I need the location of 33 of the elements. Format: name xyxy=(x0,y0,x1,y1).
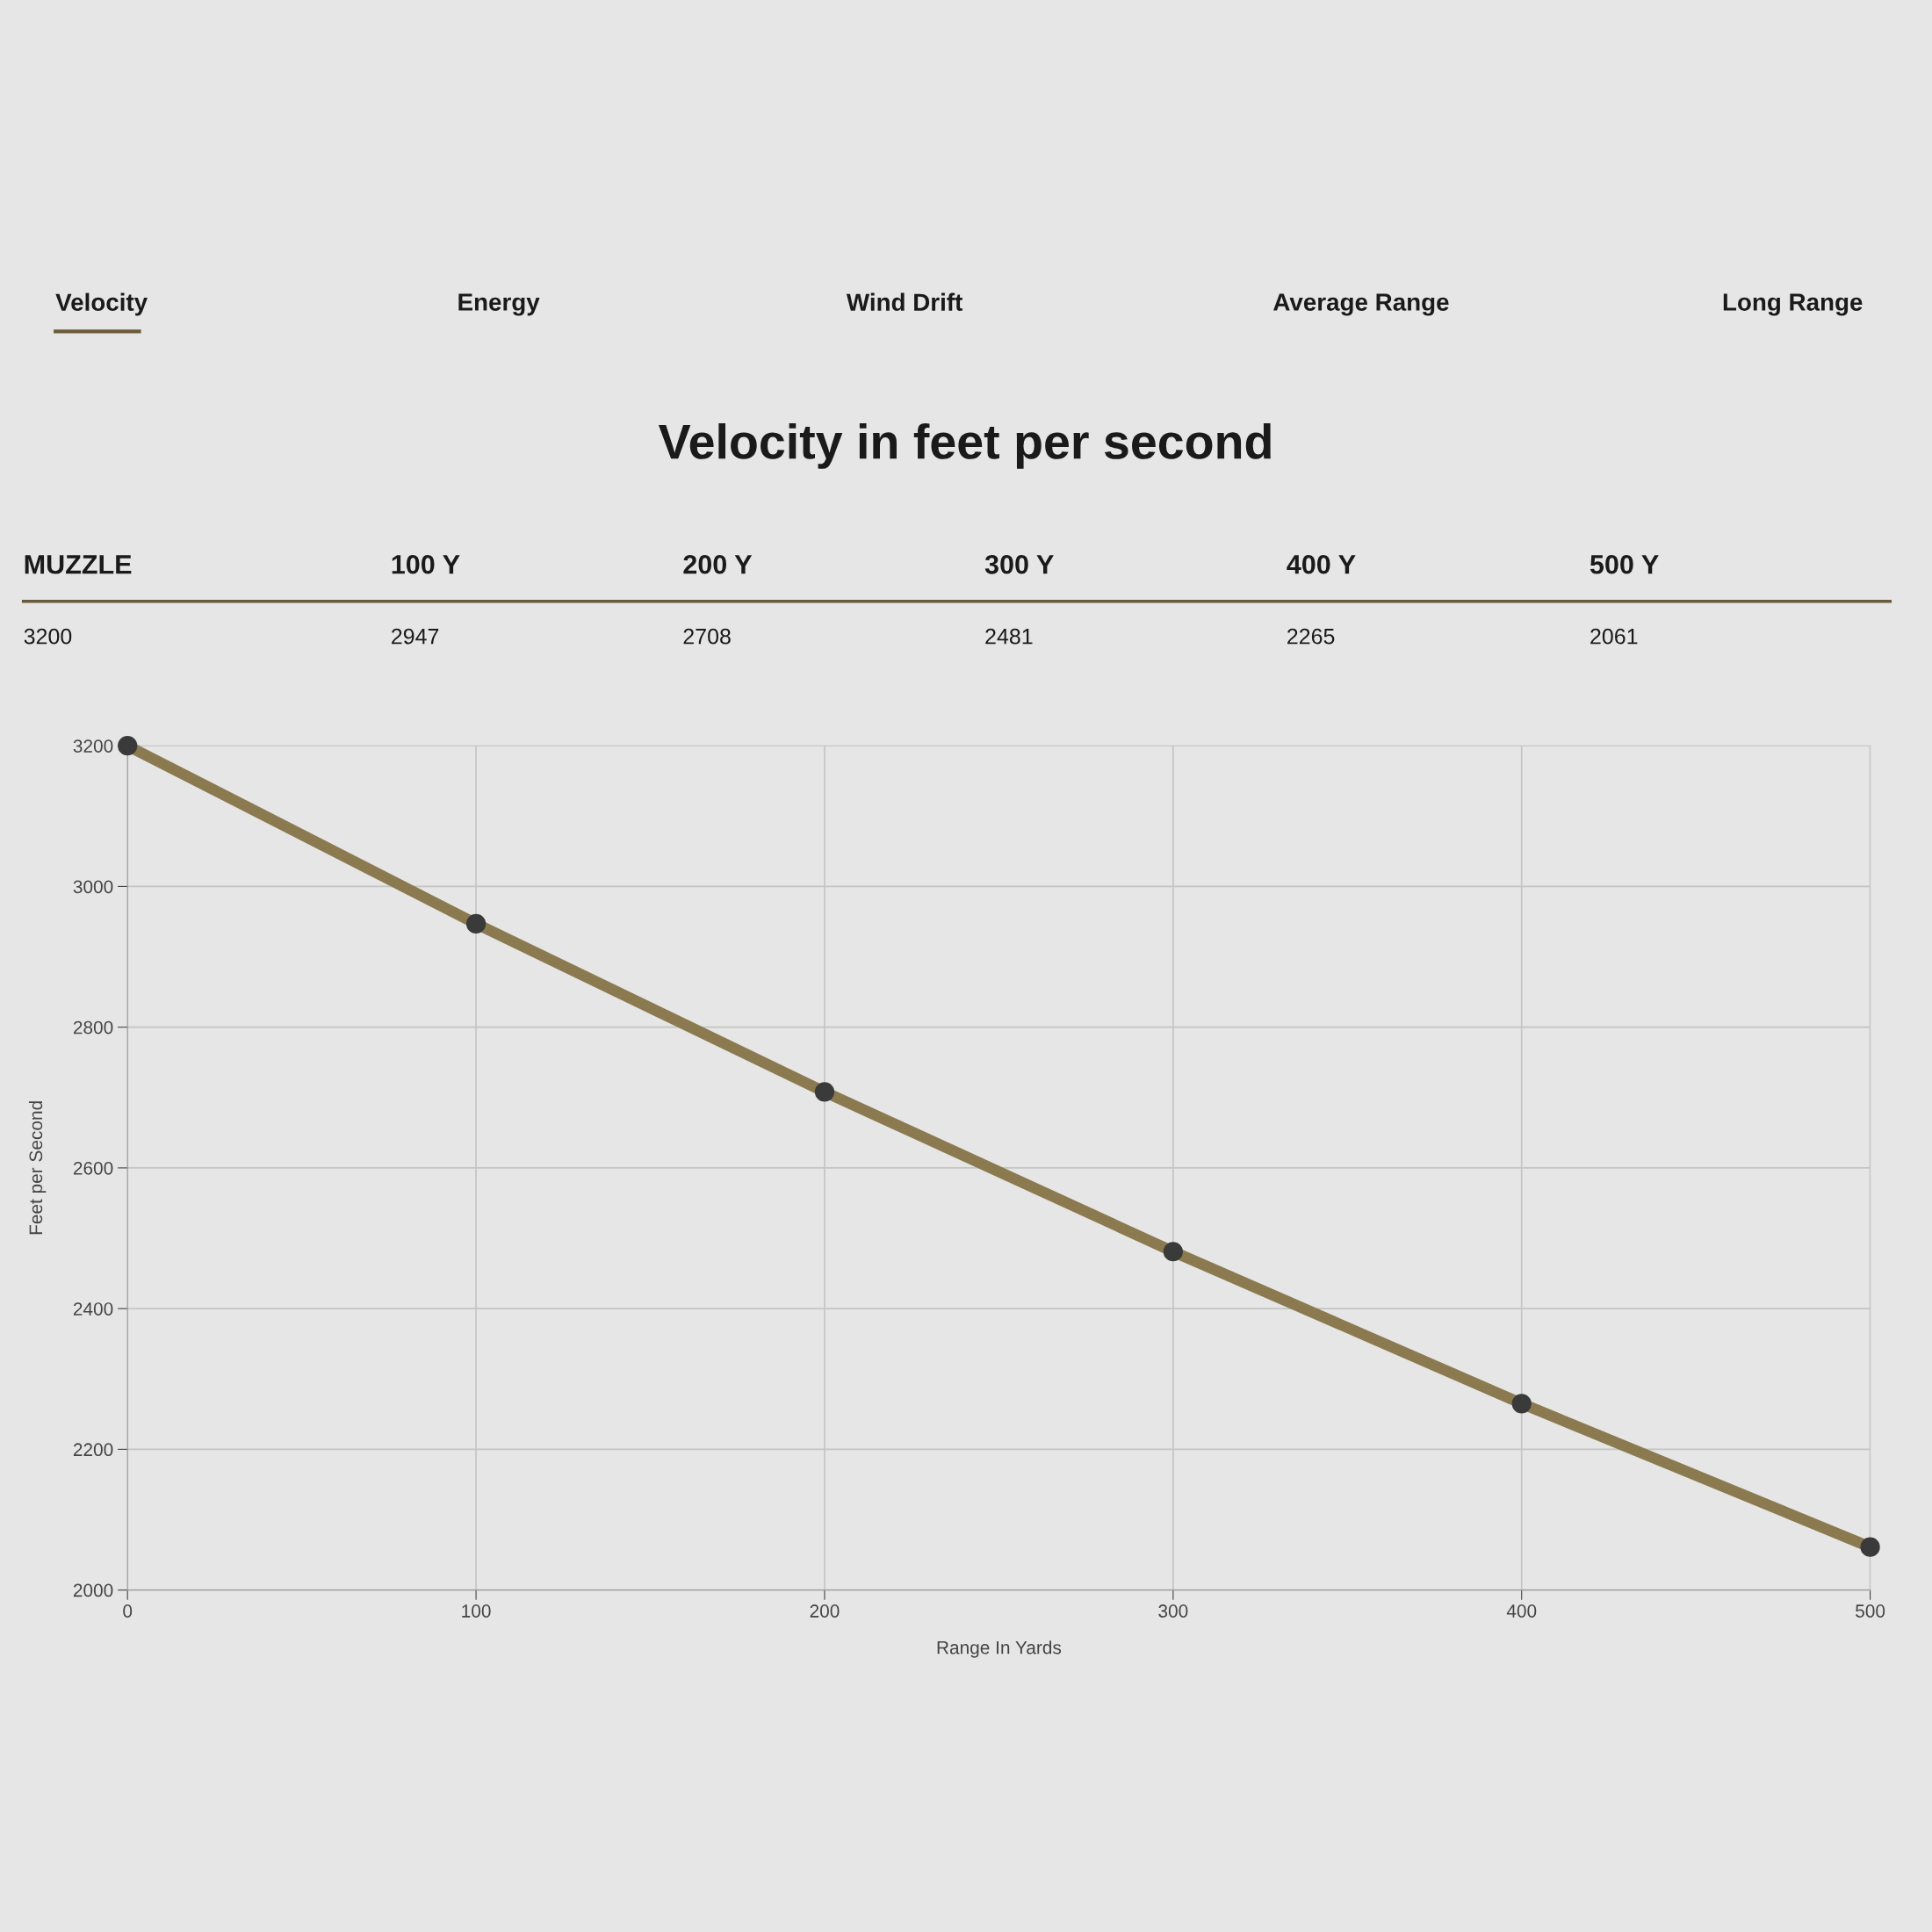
y-tick-label: 2600 xyxy=(73,1161,113,1175)
text: 2708 xyxy=(683,628,731,645)
text: Wind Drift xyxy=(846,292,962,312)
x-tick-label: 100 xyxy=(462,1604,491,1618)
text: 3200 xyxy=(24,628,72,645)
text: 300 Y xyxy=(984,554,1054,574)
text: Average Range xyxy=(1273,293,1449,316)
y-axis-title: Feet per Second xyxy=(28,1101,47,1235)
text: 2481 xyxy=(985,628,1033,645)
y-tick-label: 2200 xyxy=(73,1443,113,1457)
text: Energy xyxy=(458,293,540,316)
text: 100 Y xyxy=(392,554,460,574)
y-tick-label: 3000 xyxy=(73,880,113,894)
x-tick-label: 400 xyxy=(1506,1604,1537,1618)
y-tick-label: 3200 xyxy=(73,739,113,753)
text: Long Range xyxy=(1723,293,1863,316)
y-tick-label: 2000 xyxy=(73,1583,113,1597)
text: 2947 xyxy=(392,628,439,645)
chart-title: Velocity in feet per second xyxy=(658,423,1271,469)
text: 2265 xyxy=(1287,628,1335,645)
text: 200 Y xyxy=(683,554,753,574)
text: 400 Y xyxy=(1287,554,1356,574)
x-tick-label: 500 xyxy=(1856,1604,1885,1618)
y-tick-label: 2800 xyxy=(73,1020,113,1034)
text: 2061 xyxy=(1590,628,1638,645)
x-tick-label: 0 xyxy=(123,1604,133,1618)
x-tick-label: 300 xyxy=(1158,1604,1188,1618)
text: MUZZLE xyxy=(25,555,132,574)
text: 500 Y xyxy=(1590,554,1659,574)
x-tick-label: 200 xyxy=(810,1604,840,1618)
x-axis-title: Range In Yards xyxy=(937,1640,1062,1658)
text: Velocity xyxy=(55,292,148,316)
y-tick-label: 2400 xyxy=(73,1302,113,1316)
